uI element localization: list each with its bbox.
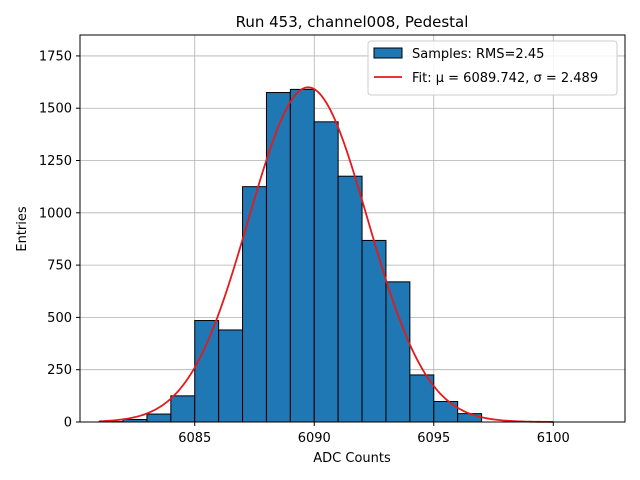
histogram-bar [146, 413, 172, 423]
x-tick-label: 6085 [178, 431, 211, 446]
histogram-bar [218, 329, 244, 423]
histogram-bar [313, 121, 339, 423]
fit-curve [99, 86, 554, 423]
legend-label-samples: Samples: RMS=2.45 [412, 47, 544, 62]
x-axis-ticks: 6085 6090 6095 6100 [178, 422, 570, 446]
x-tick-label: 6090 [298, 431, 331, 446]
y-tick-label: 250 [47, 363, 72, 378]
y-tick-label: 500 [47, 311, 72, 326]
histogram-bar [194, 320, 220, 423]
legend-label-fit: Fit: μ = 6089.742, σ = 2.489 [412, 71, 598, 86]
y-axis-ticks: 0 250 500 750 1000 1250 1500 1750 [39, 49, 80, 431]
y-tick-label: 750 [47, 259, 72, 274]
y-axis-label: Entries [15, 206, 30, 252]
histogram-bar [265, 92, 291, 423]
y-tick-label: 1750 [39, 49, 72, 64]
legend: Samples: RMS=2.45 Fit: μ = 6089.742, σ =… [367, 40, 618, 96]
histogram-bar [170, 395, 196, 423]
histogram-bar [385, 281, 411, 423]
chart-title: Run 453, channel008, Pedestal [236, 13, 469, 31]
plot-frame [79, 34, 626, 423]
y-tick-label: 1000 [39, 206, 72, 221]
y-tick-label: 1250 [39, 154, 72, 169]
histogram-bar [337, 175, 363, 423]
legend-swatch-samples [373, 47, 403, 59]
histogram-bar [289, 88, 315, 423]
x-axis-label: ADC Counts [313, 451, 391, 466]
x-tick-label: 6095 [417, 431, 450, 446]
y-tick-label: 0 [64, 416, 72, 431]
y-tick-label: 1500 [39, 102, 72, 117]
histogram-bar [457, 413, 483, 423]
x-tick-label: 6100 [537, 431, 570, 446]
legend-box [367, 40, 618, 96]
histogram-bar [242, 186, 267, 423]
